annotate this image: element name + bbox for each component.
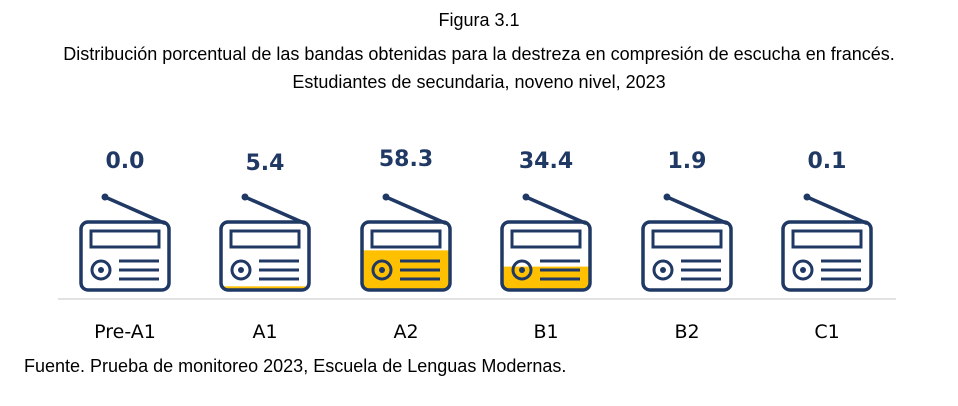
speaker-icon bbox=[792, 259, 814, 281]
speaker-icon bbox=[652, 259, 674, 281]
bar-fill-a1 bbox=[221, 286, 309, 290]
antenna bbox=[805, 195, 868, 225]
figure-source: Fuente. Prueba de monitoreo 2023, Escuel… bbox=[24, 356, 567, 376]
radio-body bbox=[79, 220, 171, 292]
antenna-knob bbox=[663, 193, 671, 201]
radio-icon bbox=[500, 193, 592, 292]
category-label-a1: A1 bbox=[252, 321, 277, 343]
speaker-center bbox=[660, 267, 666, 273]
radio-body bbox=[641, 220, 733, 292]
antenna-knob bbox=[803, 193, 811, 201]
antenna bbox=[243, 195, 306, 225]
speaker-icon bbox=[90, 259, 112, 281]
value-label-pre-a1: 0.0 bbox=[106, 149, 145, 174]
radio-body bbox=[781, 220, 873, 292]
radio-display bbox=[229, 229, 301, 249]
radio-icon bbox=[79, 193, 171, 292]
figure-label: Figura 3.1 bbox=[438, 10, 520, 30]
antenna bbox=[384, 195, 447, 225]
speaker-center bbox=[379, 267, 385, 273]
radio-icon bbox=[781, 193, 873, 292]
antenna-knob bbox=[101, 193, 109, 201]
value-label-b1: 34.4 bbox=[519, 149, 573, 174]
radio-display bbox=[89, 229, 161, 249]
category-label-b1: B1 bbox=[533, 321, 558, 343]
speaker-center bbox=[800, 267, 806, 273]
antenna-knob bbox=[522, 193, 530, 201]
radio-display bbox=[510, 229, 582, 249]
speaker-icon bbox=[511, 259, 533, 281]
speaker-center bbox=[238, 267, 244, 273]
antenna bbox=[665, 195, 728, 225]
radio-icon bbox=[641, 193, 733, 292]
category-label-b2: B2 bbox=[674, 321, 699, 343]
antenna bbox=[524, 195, 587, 225]
speaker-center bbox=[519, 267, 525, 273]
antenna-knob bbox=[382, 193, 390, 201]
radio-icon bbox=[360, 193, 452, 292]
radio-display bbox=[791, 229, 863, 249]
value-label-a1: 5.4 bbox=[246, 151, 285, 176]
category-label-c1: C1 bbox=[814, 321, 839, 343]
value-label-b2: 1.9 bbox=[668, 149, 707, 174]
speaker-icon bbox=[371, 259, 393, 281]
value-label-c1: 0.1 bbox=[808, 149, 847, 174]
radio-display bbox=[370, 229, 442, 249]
radio-body bbox=[500, 220, 592, 292]
value-label-a2: 58.3 bbox=[379, 147, 433, 172]
radio-icon bbox=[219, 193, 311, 292]
antenna-knob bbox=[241, 193, 249, 201]
speaker-icon bbox=[230, 259, 252, 281]
radio-display bbox=[651, 229, 723, 249]
antenna bbox=[103, 195, 166, 225]
radio-body bbox=[360, 220, 452, 292]
speaker-center bbox=[98, 267, 104, 273]
radio-body bbox=[219, 220, 311, 292]
figure-title: Distribución porcentual de las bandas ob… bbox=[63, 44, 895, 92]
category-label-pre-a1: Pre-A1 bbox=[94, 321, 156, 343]
category-label-a2: A2 bbox=[393, 321, 418, 343]
